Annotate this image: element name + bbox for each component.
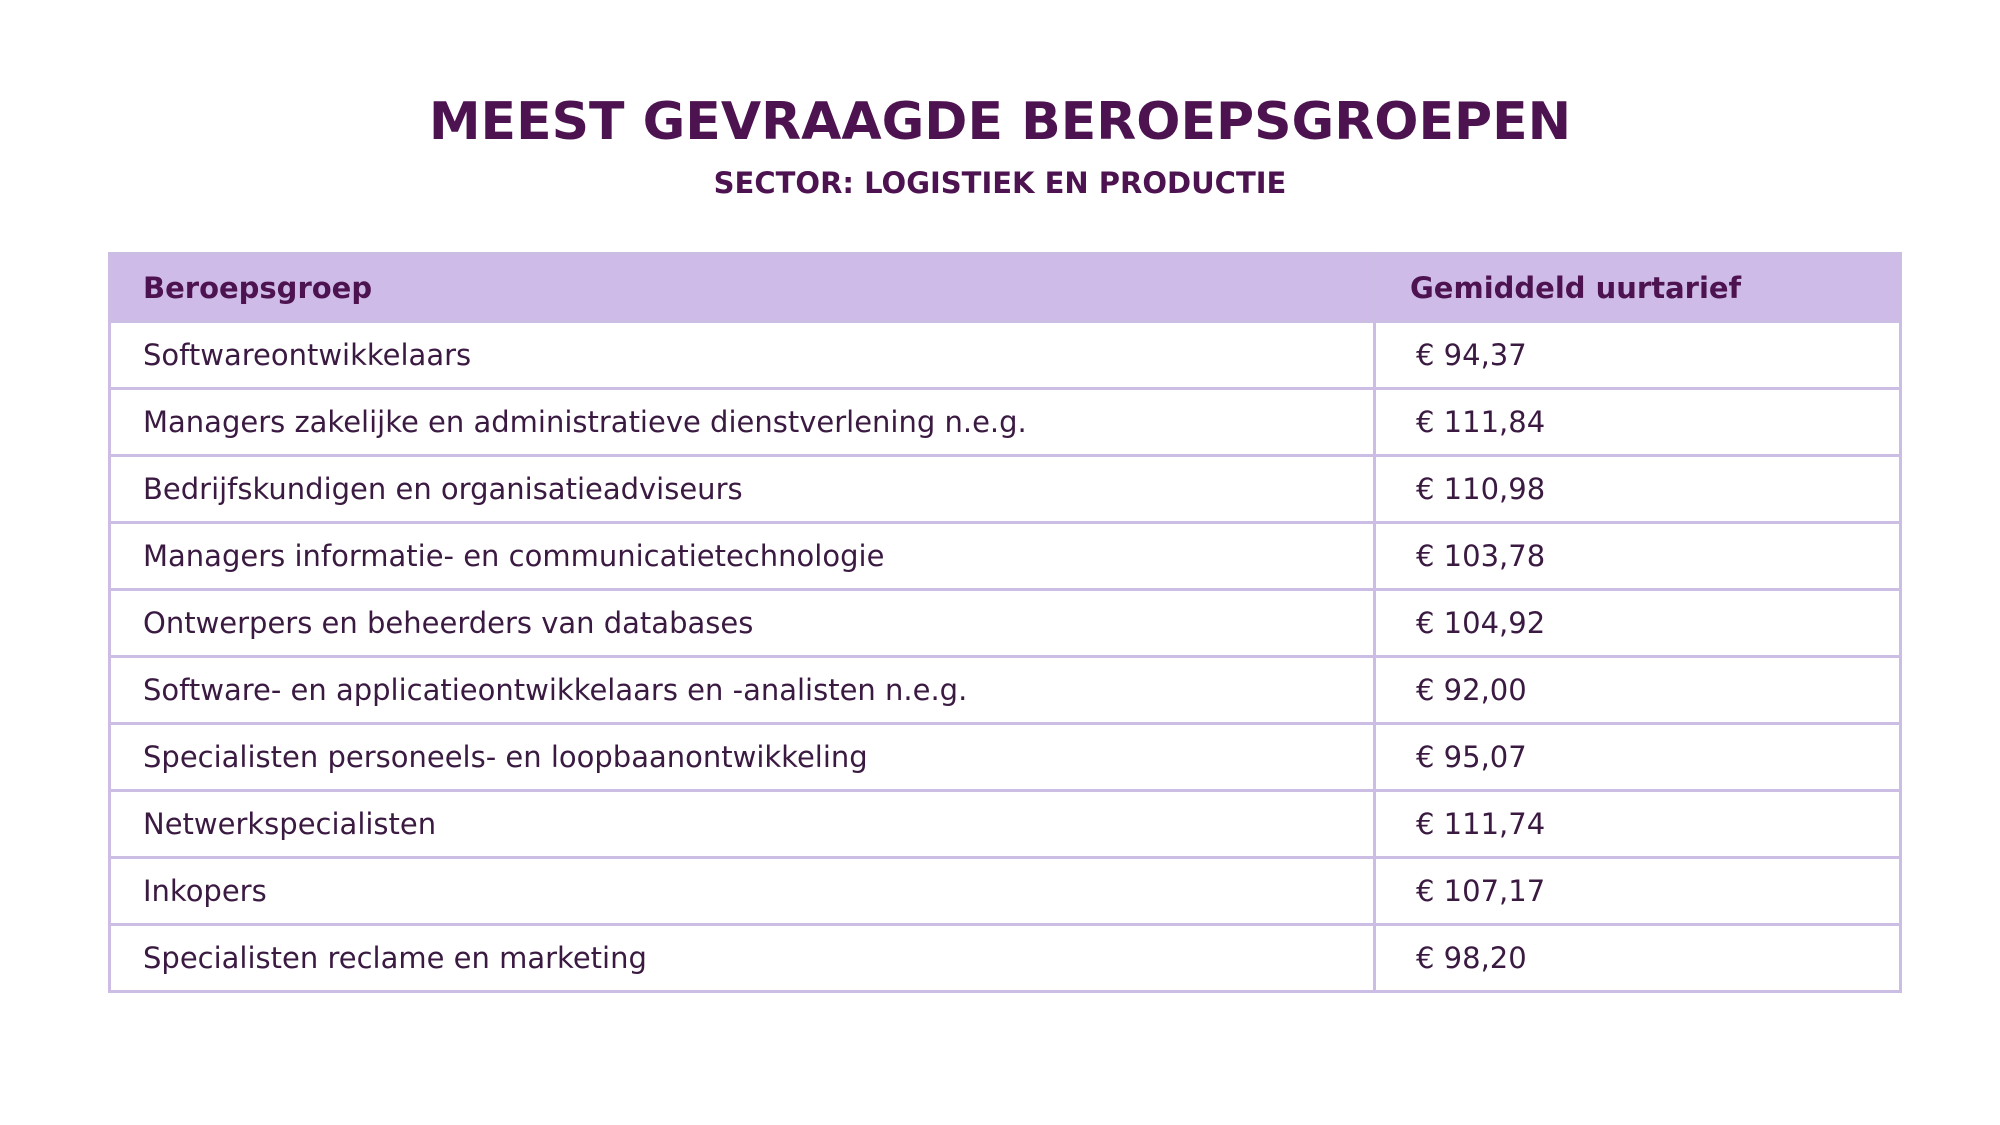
occupation-cell: Bedrijfskundigen en organisatieadviseurs: [108, 454, 1376, 524]
column-header: Gemiddeld uurtarief: [1373, 252, 1902, 323]
rate-cell: € 98,20: [1373, 923, 1902, 993]
table-row: Bedrijfskundigen en organisatieadviseurs…: [108, 454, 1902, 524]
rate-cell: € 107,17: [1373, 856, 1902, 926]
table-head: Beroepsgroep Gemiddeld uurtarief: [108, 252, 1902, 323]
rate-cell: € 103,78: [1373, 521, 1902, 591]
subtitle: SECTOR: LOGISTIEK EN PRODUCTIE: [713, 166, 1287, 200]
column-header: Beroepsgroep: [108, 252, 1376, 323]
occupation-cell: Inkopers: [108, 856, 1376, 926]
title: MEEST GEVRAAGDE BEROEPSGROEPEN: [428, 92, 1572, 152]
occupation-cell: Managers zakelijke en administratieve di…: [108, 387, 1376, 457]
table-row: Inkopers € 107,17: [108, 856, 1902, 926]
table-row: Softwareontwikkelaars € 94,37: [108, 320, 1902, 390]
table-body: Softwareontwikkelaars € 94,37 Managers zak…: [108, 320, 1902, 993]
occupation-cell: Managers informatie- en communicatietech…: [108, 521, 1376, 591]
occupation-cell: Software- en applicatieontwikkelaars en …: [108, 655, 1376, 725]
rate-cell: € 94,37: [1373, 320, 1902, 390]
rate-cell: € 104,92: [1373, 588, 1902, 658]
rate-cell: € 111,84: [1373, 387, 1902, 457]
table-row: Specialisten personeels- en loopbaanontw…: [108, 722, 1902, 792]
rate-cell: € 92,00: [1373, 655, 1902, 725]
occupation-cell: Softwareontwikkelaars: [108, 320, 1376, 390]
rate-cell: € 110,98: [1373, 454, 1902, 524]
table-row: Specialisten reclame en marketing € 98,20: [108, 923, 1902, 993]
header-row: Beroepsgroep Gemiddeld uurtarief: [108, 252, 1902, 323]
occupation-cell: Specialisten reclame en marketing: [108, 923, 1376, 993]
table-row: Managers zakelijke en administratieve di…: [108, 387, 1902, 457]
occupation-cell: Specialisten personeels- en loopbaanontw…: [108, 722, 1376, 792]
rate-cell: € 95,07: [1373, 722, 1902, 792]
table-row: Ontwerpers en beheerders van databases € …: [108, 588, 1902, 658]
table: Beroepsgroep Gemiddeld uurtarief Software…: [108, 252, 1902, 993]
occupation-cell: Ontwerpers en beheerders van databases: [108, 588, 1376, 658]
rate-cell: € 111,74: [1373, 789, 1902, 859]
table-row: Software- en applicatieontwikkelaars en …: [108, 655, 1902, 725]
occupation-cell: Netwerkspecialisten: [108, 789, 1376, 859]
table-row: Netwerkspecialisten € 111,74: [108, 789, 1902, 859]
table-row: Managers informatie- en communicatietech…: [108, 521, 1902, 591]
